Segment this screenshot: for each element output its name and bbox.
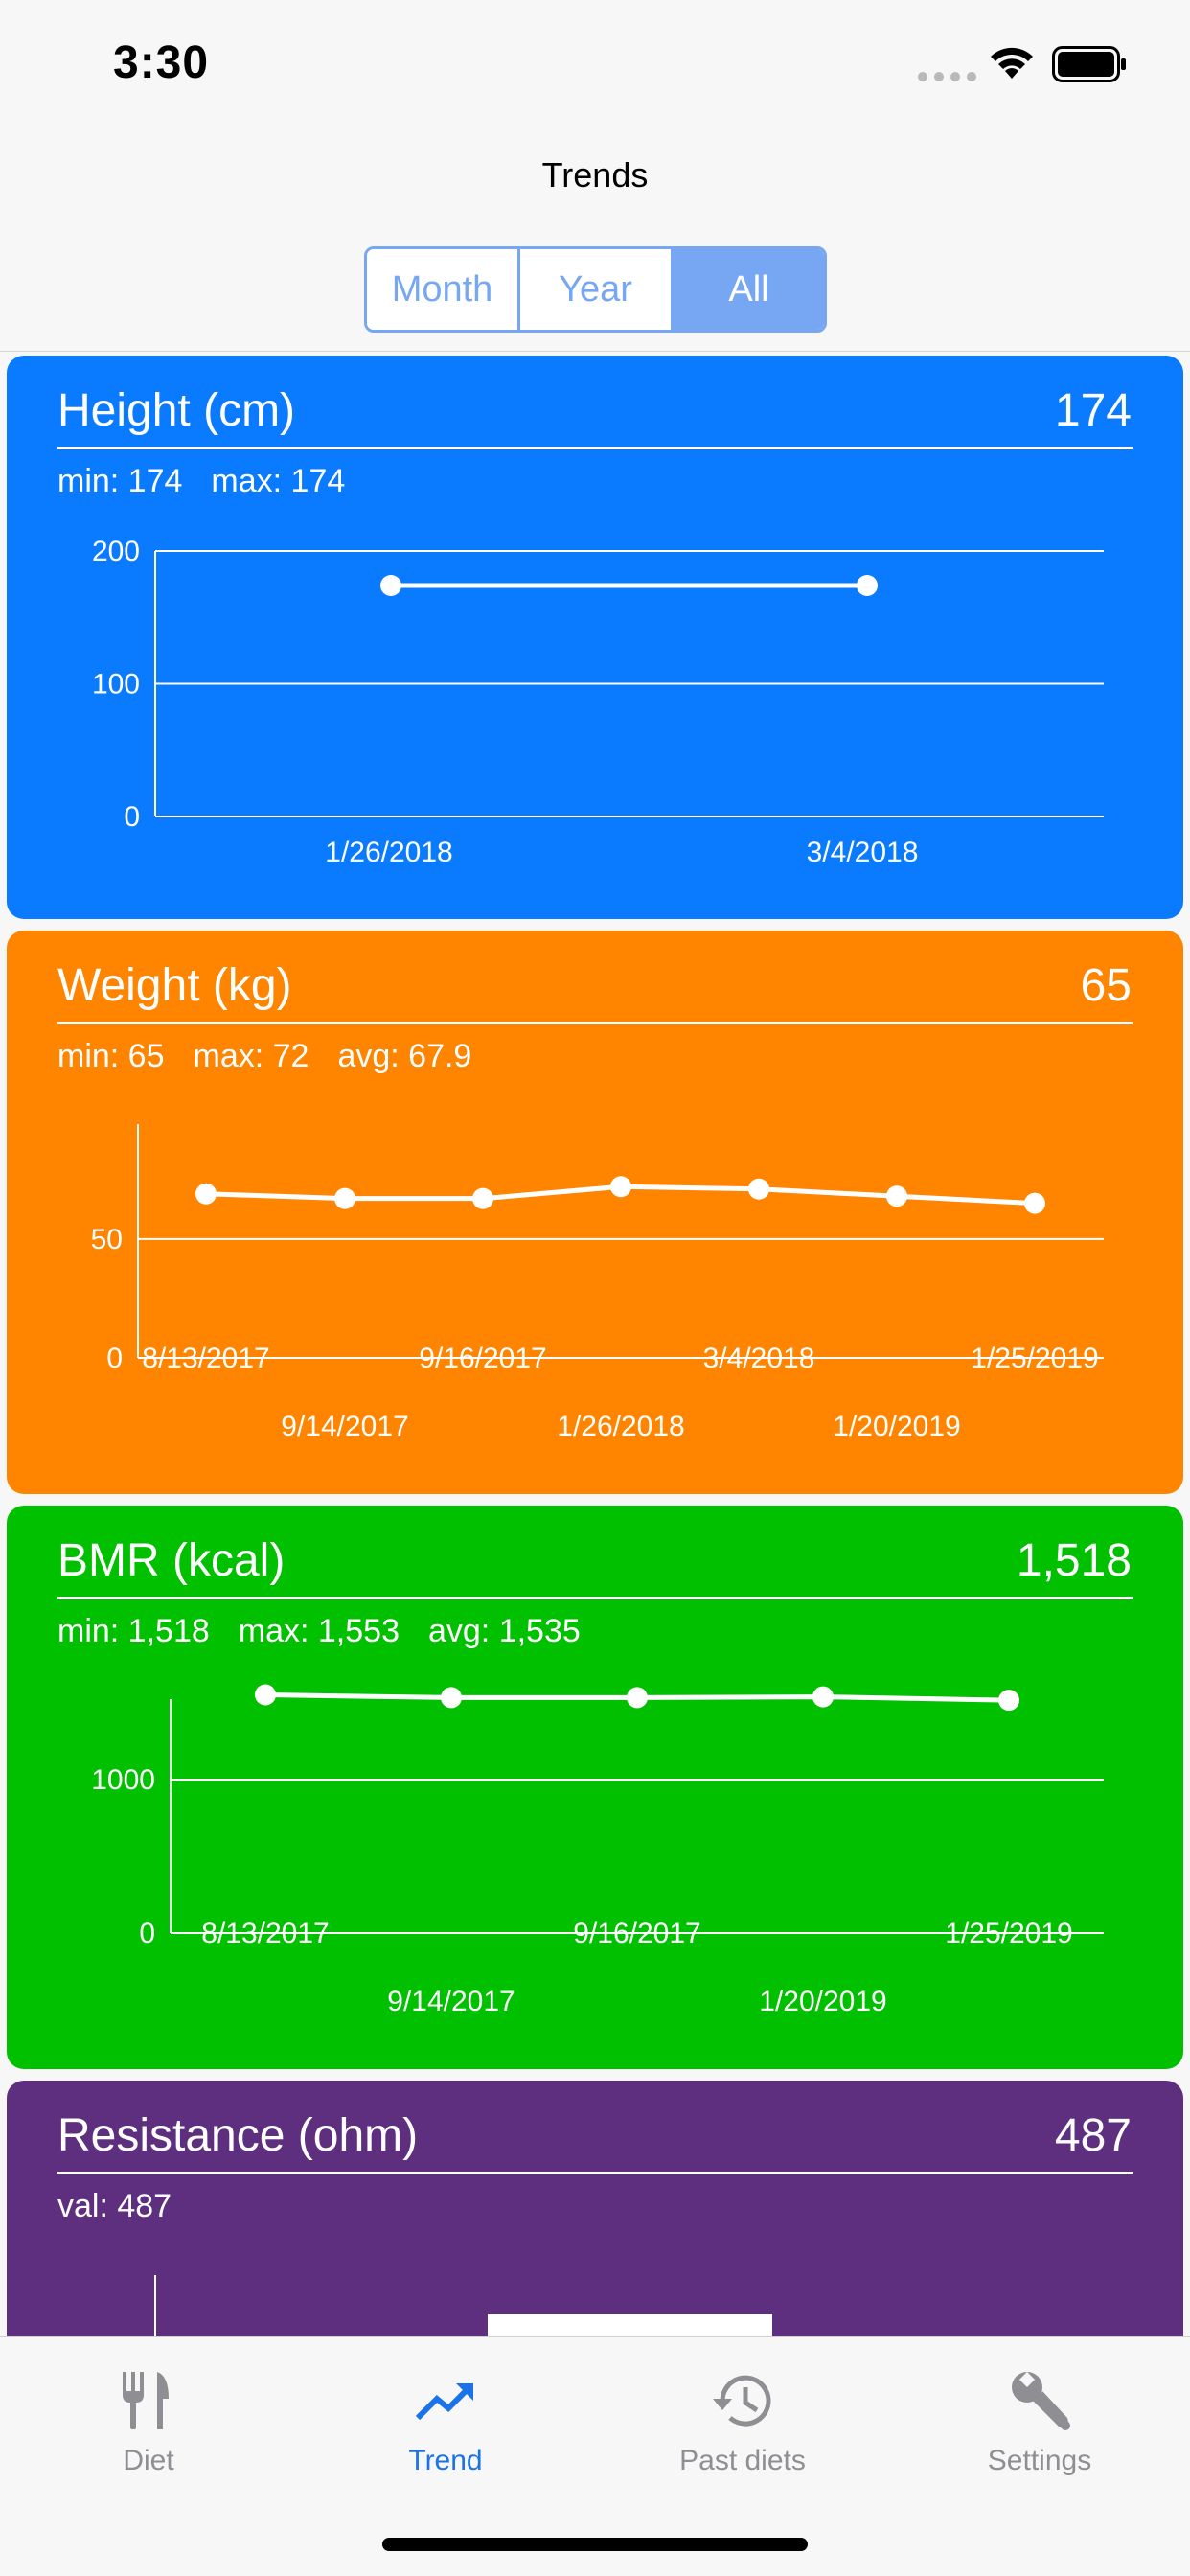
data-point [886,1185,907,1208]
data-point [610,1176,631,1198]
x-tick-label: 1/25/2019 [945,1918,1072,1949]
data-point [1024,1192,1045,1214]
trend-icon [415,2383,473,2421]
y-tick-label: 1000 [91,1764,155,1796]
card-current-value: 1,518 [1016,1535,1132,1586]
card-current-value: 65 [1080,960,1132,1011]
battery-icon [1052,46,1126,82]
x-tick-label: 1/25/2019 [971,1343,1098,1374]
x-tick-label: 1/20/2019 [759,1986,886,2017]
stat-avg: avg: 67.9 [337,1038,472,1074]
data-point [334,1187,355,1209]
data-point [380,575,401,597]
bmr-chart: 0 1000 8/13/2017 9/16/2017 1/25/2019 9/14/201… [91,1684,1104,2017]
x-tick-label: 9/16/2017 [573,1918,700,1949]
data-point [857,575,878,597]
tab-label: Diet [123,2445,174,2476]
tab-trend[interactable]: Trend [297,2337,594,2491]
data-point [472,1187,493,1209]
tab-bar: Diet Trend Past diets [0,2336,1190,2576]
y-tick-label: 0 [106,1343,123,1374]
segment-month[interactable]: Month [367,249,517,330]
x-tick-label: 9/14/2017 [387,1986,515,2017]
segment-all[interactable]: All [671,249,824,330]
y-tick-label: 50 [91,1224,123,1255]
weight-chart: 0 50 8/13/2017 9/16/2017 3/4/2018 1/25/2019 9/… [91,1124,1104,1442]
y-tick-label: 100 [92,669,140,701]
y-tick-label: 0 [124,801,140,833]
home-indicator [382,2538,808,2551]
data-point [255,1684,276,1706]
fork-knife-icon [123,2372,169,2429]
x-tick-label: 1/20/2019 [833,1411,960,1442]
data-point [195,1183,217,1205]
x-tick-label: 9/14/2017 [281,1411,408,1442]
signal-icon [918,72,976,81]
tab-settings[interactable]: Settings [891,2337,1188,2491]
card-divider [57,447,1133,449]
x-tick-label: 9/16/2017 [419,1343,546,1374]
data-point [441,1687,462,1709]
card-stats: min: 65 max: 72 avg: 67.9 [57,1038,471,1075]
card-current-value: 174 [1054,385,1132,436]
bmr-card[interactable]: BMR (kcal) 1,518 min: 1,518 max: 1,553 a… [7,1506,1183,2069]
tab-label: Settings [987,2445,1092,2476]
card-divider [57,1022,1133,1024]
wifi-icon [991,47,1033,79]
stat-max: max: 1,553 [238,1613,400,1649]
card-title: BMR (kcal) [57,1535,286,1586]
stat-min: min: 174 [57,463,183,499]
card-title: Resistance (ohm) [57,2110,419,2161]
status-bar: 3:30 [0,0,1190,129]
stat-max: max: 174 [211,463,346,499]
x-tick-label: 3/4/2018 [807,837,919,868]
card-divider [57,2172,1133,2174]
stat-val: val: 487 [57,2188,172,2224]
data-point [627,1687,648,1709]
height-card[interactable]: Height (cm) 174 min: 174 max: 174 0 100 20… [7,356,1183,919]
page-title: Trends [541,155,649,195]
card-stats: val: 487 [57,2188,172,2225]
card-title: Height (cm) [57,385,296,436]
history-icon [713,2375,771,2426]
card-title: Weight (kg) [57,960,292,1011]
y-tick-label: 0 [139,1918,155,1949]
card-current-value: 487 [1054,2110,1132,2161]
x-tick-label: 8/13/2017 [201,1918,329,1949]
stat-min: min: 1,518 [57,1613,210,1649]
stat-max: max: 72 [193,1038,309,1074]
card-stats: min: 1,518 max: 1,553 avg: 1,535 [57,1613,581,1650]
status-time: 3:30 [113,37,210,88]
y-tick-label: 200 [92,536,140,567]
stat-min: min: 65 [57,1038,165,1074]
wrench-icon [1012,2370,1070,2430]
tab-label: Trend [408,2445,483,2476]
x-tick-label: 1/26/2018 [557,1411,684,1442]
tab-diet[interactable]: Diet [0,2337,297,2491]
card-stats: min: 174 max: 174 [57,463,345,500]
data-point [812,1686,834,1708]
card-divider [57,1597,1133,1599]
x-tick-label: 1/26/2018 [325,837,452,868]
x-tick-label: 3/4/2018 [703,1343,815,1374]
stat-avg: avg: 1,535 [427,1613,581,1649]
data-point [998,1690,1019,1712]
period-segmented-control: Month Year All [364,246,827,333]
data-point [748,1178,769,1200]
tab-past-diets[interactable]: Past diets [594,2337,891,2491]
tab-label: Past diets [679,2445,806,2476]
nav-divider [0,351,1190,352]
weight-card[interactable]: Weight (kg) 65 min: 65 max: 72 avg: 67.9… [7,931,1183,1494]
segment-year[interactable]: Year [517,249,671,330]
height-chart: 0 100 200 1/26/2018 3/4/2018 [92,536,1104,868]
x-tick-label: 8/13/2017 [142,1343,269,1374]
